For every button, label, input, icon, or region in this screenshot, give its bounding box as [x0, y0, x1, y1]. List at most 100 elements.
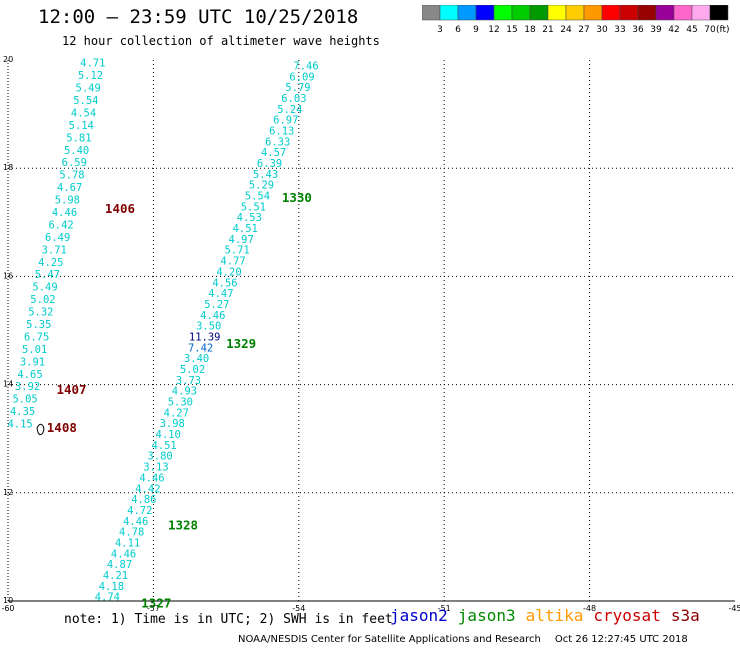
map-subtitle: 12 hour collection of altimeter wave hei…	[62, 34, 380, 48]
map-title: 12:00 – 23:59 UTC 10/25/2018	[38, 6, 359, 28]
wave-height-value: 5.51	[241, 201, 266, 213]
wave-height-value: 4.15	[7, 419, 32, 431]
wave-height-value: 5.29	[249, 180, 274, 192]
wave-height-value: 3.71	[42, 244, 67, 256]
wave-height-value: 4.78	[119, 527, 144, 539]
wave-height-value: 4.20	[216, 266, 241, 278]
wave-height-value: 5.14	[69, 120, 94, 132]
color-bin-label: 24	[560, 25, 572, 35]
color-bin-label: 30	[596, 25, 608, 35]
legend-item-s3a: s3a	[670, 606, 700, 625]
wave-height-value: 4.46	[111, 548, 136, 560]
wave-height-value: 4.71	[80, 58, 105, 70]
lat-tick-label: 16	[3, 271, 13, 280]
wave-height-value: 5.98	[55, 195, 80, 207]
wave-height-value: 4.46	[52, 207, 77, 219]
wave-height-value: 4.77	[220, 256, 245, 268]
lon-tick-label: -45	[728, 604, 740, 613]
wave-height-value: 6.49	[45, 232, 70, 244]
wave-height-value: 5.71	[224, 245, 249, 257]
wave-height-value: 4.42	[135, 483, 160, 495]
pass-time-label: 1406	[105, 201, 135, 216]
wave-height-value: 4.53	[237, 212, 262, 224]
wave-height-value: 5.49	[76, 83, 101, 95]
wave-height-value: 5.02	[180, 364, 205, 376]
lat-tick-label: 12	[3, 488, 13, 497]
color-bin-label: 27	[578, 25, 589, 35]
lon-tick-label: -51	[438, 604, 451, 613]
wave-height-value: 3.50	[196, 321, 221, 333]
wave-height-value: 5.78	[59, 170, 84, 182]
wave-height-value: 5.79	[285, 82, 310, 94]
wave-height-value: 4.56	[212, 277, 237, 289]
wave-height-value: 5.47	[35, 269, 60, 281]
color-bin-label: 45	[686, 25, 697, 35]
wave-height-value: 5.54	[73, 95, 98, 107]
color-bin	[709, 5, 729, 21]
satellite-legend: jason2 jason3 altika cryosat s3a	[390, 606, 710, 625]
color-bin-label: 42	[668, 25, 679, 35]
wave-height-value: 5.05	[12, 394, 37, 406]
wave-height-value: 4.93	[172, 386, 197, 398]
lon-tick-label: -54	[292, 604, 305, 613]
wave-height-value: 6.97	[273, 115, 298, 127]
wave-height-value: 5.24	[277, 104, 302, 116]
pass-time-label: 1330	[282, 190, 312, 205]
wave-height-value: 6.09	[289, 71, 314, 83]
wave-height-value: 3.40	[184, 353, 209, 365]
wave-height-value: 4.54	[71, 107, 96, 119]
legend-item-jason3: jason3	[457, 606, 516, 625]
lat-tick-label: 20	[3, 55, 13, 64]
lat-tick-label: 14	[3, 380, 13, 389]
wave-height-value: 4.25	[38, 257, 63, 269]
wave-height-value: 4.74	[95, 592, 120, 604]
color-scale-bar: 3 6 9 12 15 18 21 24 27 30 33 36 39 42 45 70 (ft)	[422, 5, 730, 35]
wave-height-value: 5.54	[245, 191, 270, 203]
wave-height-value: 5.02	[30, 294, 55, 306]
wave-height-value: 3.98	[160, 418, 185, 430]
lon-tick-label: -57	[147, 604, 160, 613]
wave-height-value: 3.91	[20, 356, 45, 368]
color-bin-label: 3	[437, 25, 443, 35]
wave-height-value: 4.11	[115, 537, 140, 549]
wave-height-value: 3.80	[147, 451, 172, 463]
wave-height-value: 6.13	[269, 125, 294, 137]
lon-tick-label: -48	[583, 604, 596, 613]
wave-height-value: 5.81	[66, 132, 91, 144]
wave-height-value: 4.21	[103, 570, 128, 582]
wave-height-value: 4.67	[57, 182, 82, 194]
wave-height-value: 4.35	[10, 406, 35, 418]
wave-height-value: 4.57	[261, 147, 286, 159]
wave-height-value: 4.18	[99, 581, 124, 593]
units-note: note: 1) Time is in UTC; 2) SWH is in fe…	[64, 612, 393, 627]
wave-height-value: 5.43	[253, 169, 278, 181]
wave-height-value: 4.86	[131, 494, 156, 506]
wave-height-value: 4.46	[123, 516, 148, 528]
color-bin-unit: (ft)	[716, 25, 730, 35]
wave-height-value: 5.01	[22, 344, 47, 356]
footer-timestamp: Oct 26 12:27:45 UTC 2018	[554, 634, 688, 645]
wave-height-value: 4.46	[200, 310, 225, 322]
wave-height-value: 6.75	[24, 331, 49, 343]
color-bin-label: 33	[614, 25, 625, 35]
wave-height-value: 4.46	[139, 472, 164, 484]
wave-height-value: 3.13	[143, 462, 168, 474]
pass-time-label: 1407	[56, 382, 86, 397]
wave-height-value: 6.03	[281, 93, 306, 105]
wave-height-value: 5.27	[204, 299, 229, 311]
wave-height-value: 7.46	[293, 60, 318, 72]
lon-tick-label: -60	[1, 604, 14, 613]
wave-height-value: 3.92	[15, 381, 40, 393]
legend-item-cryosat: cryosat	[593, 606, 661, 625]
wave-height-value: 4.47	[208, 288, 233, 300]
pass-time-label: 1328	[168, 517, 198, 532]
wave-height-value: 6.59	[62, 157, 87, 169]
wave-height-value: 4.97	[229, 234, 254, 246]
pass-time-label: 1327	[141, 596, 171, 611]
wave-height-value: 4.65	[17, 369, 42, 381]
wave-height-value: 4.51	[151, 440, 176, 452]
wave-height-value: 6.42	[48, 219, 73, 231]
wave-height-value: 7.42	[188, 342, 213, 354]
wave-height-value: 6.33	[265, 136, 290, 148]
